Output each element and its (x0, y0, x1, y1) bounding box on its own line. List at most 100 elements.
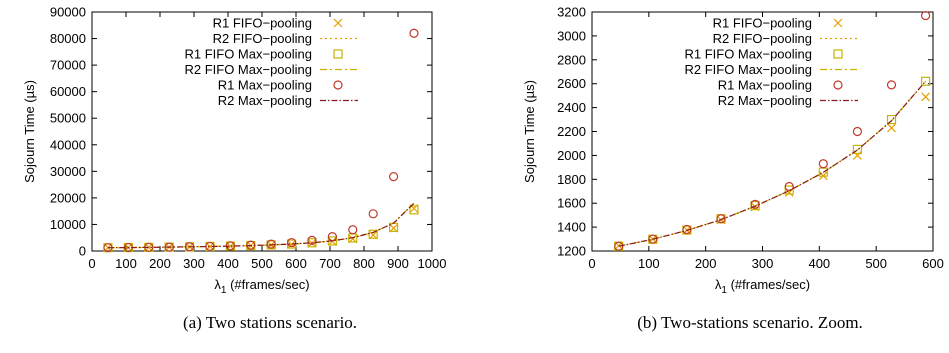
legend-marker (333, 80, 343, 90)
x-tick-label: 100 (638, 256, 660, 271)
x-tick-label: 400 (217, 256, 239, 271)
legend-label: R1 Max−pooling (218, 78, 312, 93)
x-tick-label: 0 (88, 256, 95, 271)
x-tick-label: 1000 (418, 256, 447, 271)
series-0 (614, 92, 931, 251)
data-point (886, 114, 897, 125)
data-point (266, 239, 276, 249)
y-tick-label: 3000 (557, 28, 586, 43)
x-tick-label: 100 (115, 256, 137, 271)
data-point (852, 150, 862, 160)
data-point (307, 235, 317, 245)
y-tick-label: 60000 (50, 84, 86, 99)
data-point (921, 76, 931, 86)
x-tick-label: 800 (353, 256, 375, 271)
data-point (818, 159, 828, 169)
x-tick-label: 600 (285, 256, 307, 271)
y-tick-label: 1200 (557, 244, 586, 259)
x-tick-label: 500 (865, 256, 887, 271)
y-tick-label: 50000 (50, 111, 86, 126)
legend-label: R1 FIFO Max−pooling (184, 47, 312, 62)
data-point (852, 126, 863, 137)
data-point (327, 232, 337, 242)
series-line (107, 202, 415, 249)
y-tick-label: 3200 (557, 5, 586, 20)
data-point (887, 123, 896, 133)
legend-label: R1 FIFO−pooling (213, 16, 312, 31)
series-4 (614, 10, 931, 251)
legend-marker (333, 18, 343, 28)
y-tick-label: 0 (79, 244, 86, 259)
legend-label: R2 FIFO−pooling (213, 31, 312, 46)
x-tick-label: 500 (251, 256, 273, 271)
y-tick-label: 1600 (557, 196, 586, 211)
x-tick-label: 300 (752, 256, 774, 271)
series-1 (107, 202, 415, 249)
data-point (784, 181, 794, 192)
data-point (327, 237, 337, 246)
x-axis-label: λ1 (#frames/sec) (715, 277, 810, 296)
caption-a: (a) Two stations scenario. (182, 313, 358, 332)
legend-label: R1 Max−pooling (718, 78, 812, 93)
legend-label: R1 FIFO−pooling (713, 16, 812, 31)
y-tick-label: 90000 (50, 5, 86, 20)
y-tick-label: 2800 (557, 52, 586, 67)
data-point (784, 185, 794, 195)
series-line (107, 202, 415, 249)
data-point (921, 10, 931, 21)
y-tick-label: 1800 (557, 172, 586, 187)
legend-marker (833, 18, 843, 28)
y-tick-label: 2600 (557, 76, 586, 91)
data-point (921, 92, 931, 102)
x-tick-label: 200 (149, 256, 171, 271)
chart-0: 0 100 200 300 400 500 600 700 800 900 100001000020… (22, 5, 446, 297)
data-point (368, 209, 378, 219)
legend-label: R2 FIFO Max−pooling (684, 62, 812, 77)
legend-label: R2 Max−pooling (718, 93, 812, 108)
x-axis-label: λ1 (#frames/sec) (214, 277, 309, 296)
legend-label: R2 FIFO−pooling (713, 31, 812, 46)
series-5 (618, 80, 927, 247)
y-tick-label: 1400 (557, 220, 586, 235)
chart-1: 0 100 200 300 400 500 600 1200 1400 1600 1800 2000 2… (522, 5, 944, 297)
data-point (409, 205, 419, 215)
y-tick-label: 2200 (557, 124, 586, 139)
data-point (409, 28, 419, 38)
x-tick-label: 700 (319, 256, 341, 271)
y-tick-label: 70000 (50, 58, 86, 73)
y-tick-label: 2400 (557, 100, 586, 115)
legend-marker (333, 49, 343, 59)
data-point (348, 225, 358, 235)
y-tick-label: 30000 (50, 164, 86, 179)
caption-b: (b) Two-stations scenario. Zoom. (637, 313, 863, 332)
x-tick-label: 200 (695, 256, 717, 271)
y-tick-label: 80000 (50, 31, 86, 46)
x-tick-label: 0 (588, 256, 595, 271)
legend-label: R2 Max−pooling (218, 93, 312, 108)
legend-label: R2 FIFO Max−pooling (184, 62, 312, 77)
series-line (618, 80, 927, 247)
series-3 (107, 202, 415, 249)
data-point (716, 214, 726, 224)
y-axis-label: Sojourn Time (µs) (22, 80, 37, 183)
data-point (648, 234, 658, 244)
data-point (886, 80, 897, 90)
legend-label: R1 FIFO Max−pooling (684, 47, 812, 62)
legend-marker (833, 49, 843, 59)
legend-marker (833, 80, 843, 90)
y-axis-label: Sojourn Time (µs) (522, 80, 537, 183)
y-tick-label: 10000 (50, 217, 86, 232)
x-tick-label: 400 (808, 256, 830, 271)
y-tick-label: 40000 (50, 137, 86, 152)
y-tick-label: 2000 (557, 148, 586, 163)
data-point (368, 229, 378, 239)
data-point (388, 172, 399, 182)
series-5 (107, 202, 415, 249)
data-point (852, 144, 863, 155)
x-tick-label: 600 (922, 256, 944, 271)
data-point (286, 237, 297, 248)
x-tick-label: 300 (183, 256, 205, 271)
